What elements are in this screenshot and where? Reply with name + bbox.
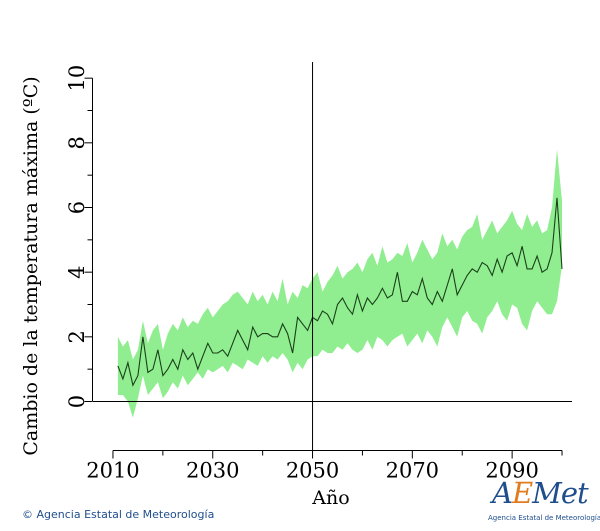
x-tick-label: 2070 — [386, 459, 439, 483]
x-axis-title: Año — [311, 487, 349, 509]
x-tick-label: 2010 — [86, 459, 139, 483]
aemet-logo-caption: Agencia Estatal de Meteorología — [488, 514, 600, 522]
x-tick-label: 2090 — [485, 459, 538, 483]
uncertainty-band — [117, 149, 563, 418]
copyright-icon: © — [22, 508, 33, 521]
uncertainty-band-layer — [117, 149, 563, 418]
copyright-notice: © Agencia Estatal de Meteorología — [22, 508, 214, 521]
y-axis-title: Cambio de la temperatura máxima (ºC) — [20, 76, 42, 455]
axes: 0 2 4 6 8 10 2010 2030 2050 2070 2090 — [65, 65, 563, 483]
aemet-logo: AEMet Agencia Estatal de Meteorología — [488, 476, 600, 528]
y-tick-label: 6 — [65, 201, 89, 214]
y-tick-label: 10 — [65, 65, 89, 92]
y-tick-label: 4 — [65, 265, 89, 278]
y-tick-label: 8 — [65, 136, 89, 149]
y-tick-label: 2 — [65, 330, 89, 343]
aemet-logo-word: AEMet — [492, 476, 589, 510]
reference-lines — [93, 62, 572, 450]
ensemble-mean-layer — [117, 197, 563, 387]
copyright-text: Agencia Estatal de Meteorología — [36, 508, 215, 521]
x-tick-label: 2050 — [286, 459, 339, 483]
x-tick-label: 2030 — [186, 459, 239, 483]
y-tick-label: 0 — [65, 395, 89, 408]
ensemble-mean-line — [117, 197, 563, 387]
